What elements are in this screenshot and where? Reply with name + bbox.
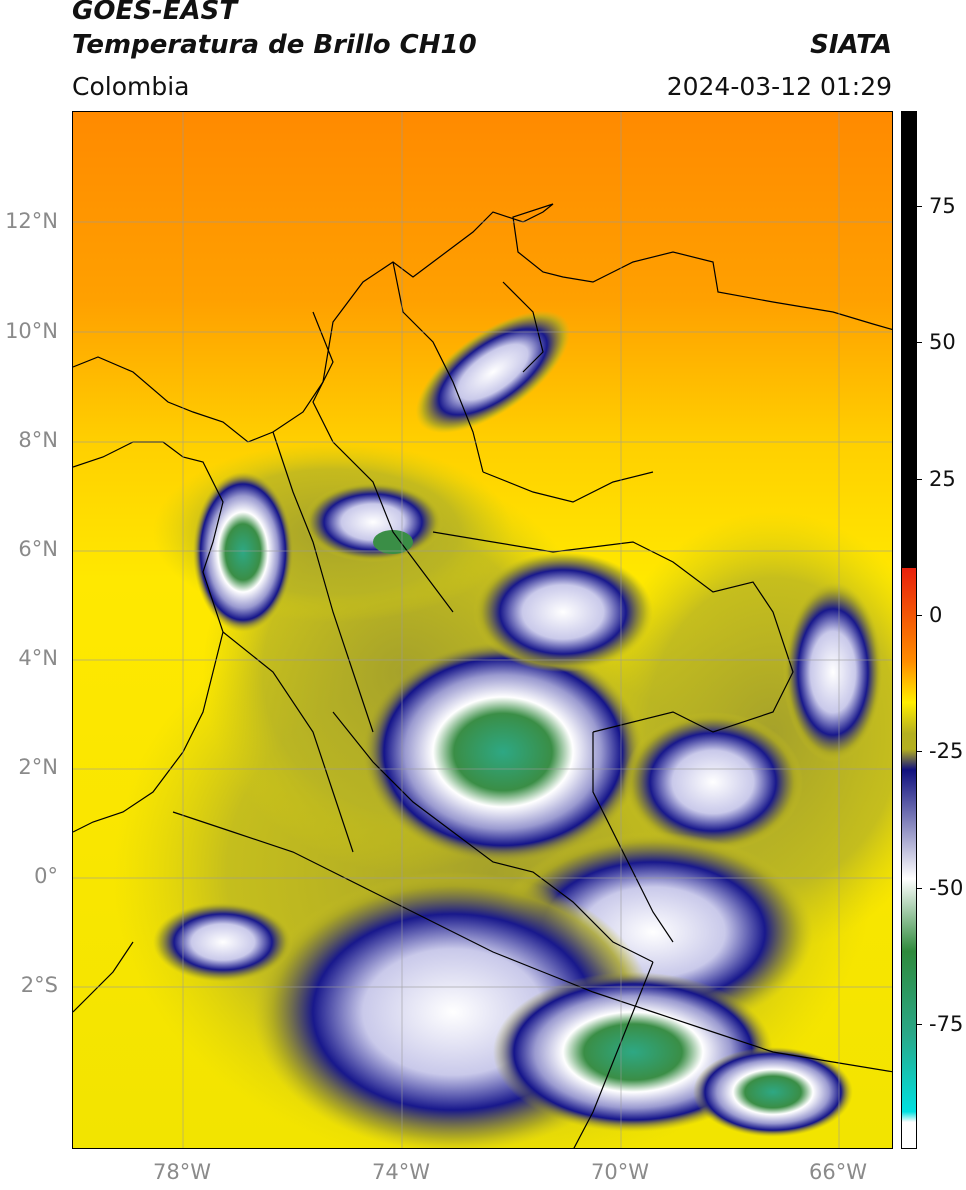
lat-label-6n: 6°N xyxy=(18,537,58,561)
lat-label-0: 0° xyxy=(34,864,58,888)
colorbar-label-50: 50 xyxy=(929,330,956,354)
colorbar-label-75: 75 xyxy=(929,194,956,218)
colorbar-label-0: 0 xyxy=(929,603,943,627)
lat-label-12n: 12°N xyxy=(5,209,58,233)
colorbar-tick xyxy=(916,206,922,207)
lat-label-8n: 8°N xyxy=(18,428,58,452)
lon-label-70w: 70°W xyxy=(591,1160,649,1184)
timestamp-label: 2024-03-12 01:29 xyxy=(666,72,892,101)
title-product: Temperatura de Brillo CH10 xyxy=(72,30,477,60)
lat-label-4n: 4°N xyxy=(18,646,58,670)
region-label: Colombia xyxy=(72,72,190,101)
lat-label-10n: 10°N xyxy=(5,319,58,343)
map-canvas xyxy=(73,112,892,1148)
colorbar-label-minus50: -50 xyxy=(929,876,964,900)
colorbar-label-minus25: -25 xyxy=(929,739,964,763)
colorbar-tick xyxy=(916,479,922,480)
colorbar-tick xyxy=(916,342,922,343)
colorbar-tick xyxy=(916,615,922,616)
colorbar-tick xyxy=(916,888,922,889)
colorbar-tick xyxy=(916,1024,922,1025)
colorbar xyxy=(901,111,917,1149)
lat-label-2n: 2°N xyxy=(18,755,58,779)
lon-label-66w: 66°W xyxy=(809,1160,867,1184)
lon-label-74w: 74°W xyxy=(372,1160,430,1184)
title-satellite: GOES-EAST xyxy=(72,0,238,26)
lon-label-78w: 78°W xyxy=(153,1160,211,1184)
colorbar-tick xyxy=(916,751,922,752)
satellite-map xyxy=(72,111,893,1149)
organization-label: SIATA xyxy=(810,30,892,60)
lat-label-2s: 2°S xyxy=(20,973,58,997)
colorbar-label-25: 25 xyxy=(929,467,956,491)
colorbar-label-minus75: -75 xyxy=(929,1012,964,1036)
